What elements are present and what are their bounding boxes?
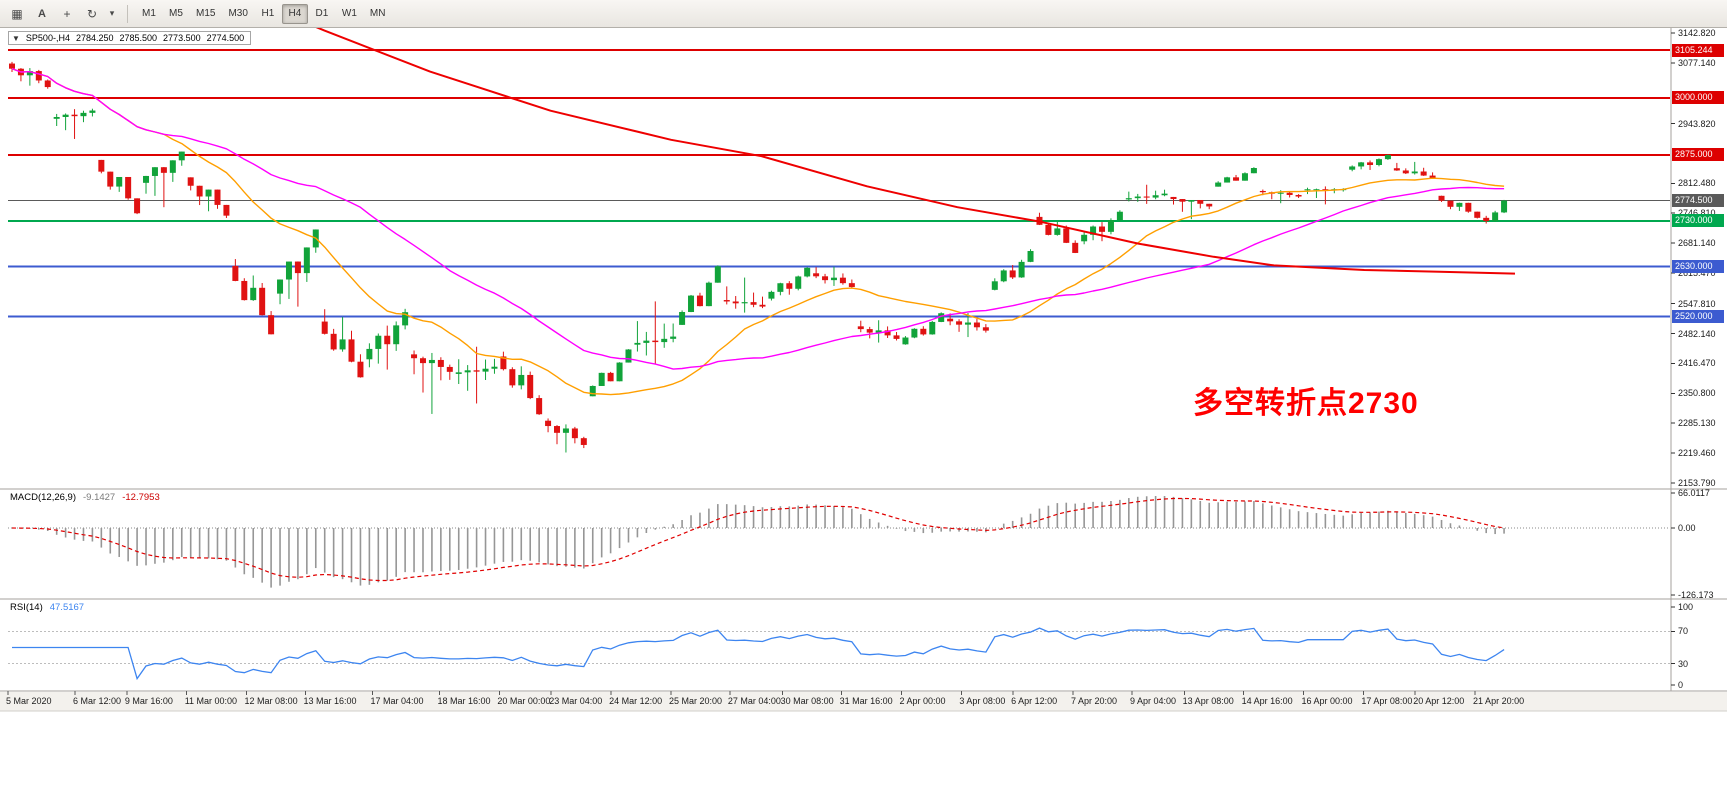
macd-signal-value: -12.7953 [122,492,160,503]
timeframe-button-m15[interactable]: M15 [196,8,216,19]
timeframe-button-m5[interactable]: M5 [169,8,183,19]
timeframe-button-h4[interactable]: H4 [281,3,308,24]
chart-high-value: 2785.500 [119,33,158,43]
chart-symbol-period: SP500-,H4 [25,33,70,43]
chart-close-value: 2774.500 [206,33,245,43]
timeframe-button-group: M1 M5 M15 M30 H1 H4 D1 W1 MN [136,3,391,24]
macd-main-value: -9.1427 [83,492,116,503]
chart-low-value: 2773.500 [163,33,201,43]
macd-indicator-label: MACD(12,26,9) [10,492,76,503]
toolbar-separator [127,4,128,23]
timeframe-button-h1[interactable]: H1 [261,8,275,19]
font-tool-icon[interactable]: A [38,7,46,20]
chart-window-icon[interactable]: ▦ [11,6,23,21]
timeframe-button-mn[interactable]: MN [369,8,386,19]
rsi-indicator-label: RSI(14) [10,602,43,613]
toolbar: ▦ A + ↻ ▾ M1 M5 M15 M30 H1 H4 D1 W1 MN [0,0,1727,28]
chart-ohlc-header[interactable]: ▼ SP500-,H4 2784.250 2785.500 2773.500 2… [8,31,252,45]
chevron-down-icon[interactable]: ▾ [109,8,115,18]
rsi-value: 47.5167 [49,602,85,613]
rsi-panel-title: RSI(14) 47.5167 [10,602,84,613]
chart-annotation-text[interactable]: 多空转折点2730 [1193,387,1419,420]
refresh-tool-icon[interactable]: ↻ [86,6,98,21]
timeframe-button-m1[interactable]: M1 [142,8,156,19]
timeframe-button-m30[interactable]: M30 [228,8,248,19]
chart-open-value: 2784.250 [75,33,114,43]
macd-panel-title: MACD(12,26,9) -9.1427 -12.7953 [10,492,160,503]
toolbar-icon-group: ▦ A + ↻ ▾ [5,3,119,24]
timeframe-button-w1[interactable]: W1 [341,8,357,19]
chart-dropdown-icon[interactable]: ▼ [12,33,20,43]
timeframe-button-d1[interactable]: D1 [315,8,329,19]
crosshair-icon[interactable]: + [63,6,71,21]
